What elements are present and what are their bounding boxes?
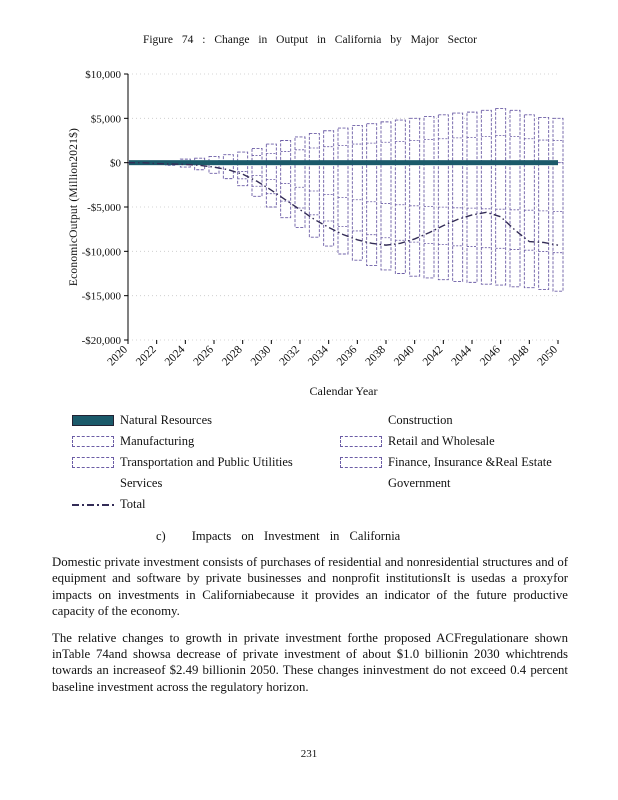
- legend-item-finance: Finance, Insurance &Real Estate: [340, 453, 568, 471]
- x-tick-label: 2048: [507, 343, 532, 368]
- x-axis-label: Calendar Year: [309, 384, 378, 398]
- retail-wholesale-swatch: [340, 435, 382, 447]
- x-tick-label: 2034: [306, 343, 331, 368]
- legend-item-retail-wholesale: Retail and Wholesale: [340, 432, 568, 450]
- y-tick-label: -$15,000: [82, 291, 122, 303]
- legend-label: Retail and Wholesale: [388, 433, 495, 448]
- bar-negative: [337, 162, 349, 255]
- output-chart-svg: $10,000 $5,000 $0 -$5,000 -$10,000 -$15,000 -$…: [82, 69, 564, 368]
- y-tick-label: -$5,000: [87, 202, 121, 214]
- bar-negative: [452, 162, 464, 282]
- bar-negative: [409, 162, 421, 277]
- x-tick-label: 2024: [163, 343, 188, 368]
- y-axis-label: EconomicOutput (Million2021$): [68, 127, 80, 287]
- bar-negative: [495, 162, 507, 286]
- total-line-swatch: [72, 503, 114, 506]
- y-tick-label: -$10,000: [82, 246, 122, 258]
- legend-label: Total: [120, 496, 146, 511]
- bar-negative: [323, 162, 335, 247]
- y-tick-label: $10,000: [85, 69, 121, 81]
- finance-swatch: [340, 456, 382, 468]
- legend-label: Government: [388, 475, 451, 490]
- x-tick-label: 2042: [421, 343, 446, 368]
- legend-label: Natural Resources: [120, 412, 212, 427]
- bar-negative: [423, 162, 435, 279]
- bar-negative: [466, 162, 478, 283]
- section-title: Impacts on Investment in California: [191, 529, 401, 543]
- manufacturing-swatch: [72, 435, 114, 447]
- page-number: 231: [300, 748, 318, 760]
- legend-item-construction: Construction: [340, 411, 568, 429]
- bar-negative: [538, 162, 550, 290]
- bar-positive: [237, 151, 249, 164]
- x-tick-label: 2046: [478, 343, 503, 368]
- x-tick-label: 2022: [134, 343, 159, 368]
- section-label: c): [156, 529, 166, 543]
- x-tick-label: 2050: [535, 343, 560, 368]
- transportation-swatch: [72, 456, 114, 468]
- bar-negative: [237, 162, 249, 187]
- legend-item-total: Total: [72, 495, 334, 513]
- section-subheading: c) Impacts on Investment in California: [156, 529, 568, 544]
- paragraph-investment-definition: Domestic private investment consists of …: [52, 555, 568, 619]
- x-tick-label: 2020: [105, 343, 130, 368]
- bar-negative: [480, 162, 492, 285]
- legend-item-transportation: Transportation and Public Utilities: [72, 453, 334, 471]
- bar-negative: [308, 162, 320, 238]
- bar-negative: [366, 162, 378, 266]
- x-tick-label: 2040: [392, 343, 417, 368]
- bar-negative: [394, 162, 406, 274]
- paragraph-investment-changes: The relative changes to growth in privat…: [52, 630, 568, 694]
- natural-resources-swatch: [72, 414, 114, 426]
- bar-negative: [351, 162, 363, 261]
- legend-label: Construction: [388, 412, 453, 427]
- total-line: [128, 161, 559, 246]
- bar-negative: [251, 162, 263, 197]
- figure-title: Figure 74 : Change in Output in Californ…: [142, 34, 478, 46]
- y-tick-label: -$20,000: [82, 335, 122, 347]
- y-tick-label: $5,000: [91, 113, 122, 125]
- legend-label: Transportation and Public Utilities: [120, 454, 293, 469]
- chart-legend: Natural Resources Construction Manufactu…: [72, 411, 568, 513]
- x-tick-label: 2030: [249, 343, 274, 368]
- bar-negative: [380, 162, 392, 271]
- bar-negative: [280, 162, 292, 219]
- body-text: Domestic private investment consists of …: [52, 554, 568, 695]
- bar-negative: [509, 162, 521, 288]
- x-tick-label: 2026: [191, 343, 216, 368]
- legend-item-government: Government: [340, 474, 568, 492]
- x-tick-label: 2032: [277, 343, 302, 368]
- x-tick-label: 2036: [335, 343, 360, 368]
- legend-label: Manufacturing: [120, 433, 195, 448]
- y-tick-label: $0: [110, 158, 122, 170]
- legend-item-services: Services: [72, 474, 334, 492]
- x-tick-label: 2038: [363, 343, 388, 368]
- legend-label: Finance, Insurance &Real Estate: [388, 454, 552, 469]
- x-tick-label: 2044: [449, 343, 474, 368]
- bar-negative: [523, 162, 535, 289]
- x-tick-label: 2028: [220, 343, 245, 368]
- bar-negative: [552, 162, 564, 292]
- legend-label: Services: [120, 475, 163, 490]
- legend-item-natural-resources: Natural Resources: [72, 411, 334, 429]
- legend-item-manufacturing: Manufacturing: [72, 432, 334, 450]
- zero-band: [129, 160, 558, 166]
- bar-negative: [265, 162, 277, 208]
- bar-negative: [437, 162, 449, 281]
- bar-positive: [208, 156, 220, 164]
- output-chart: EconomicOutput (Million2021$) $10,000 $5,…: [52, 58, 568, 390]
- bar-negative: [294, 162, 306, 228]
